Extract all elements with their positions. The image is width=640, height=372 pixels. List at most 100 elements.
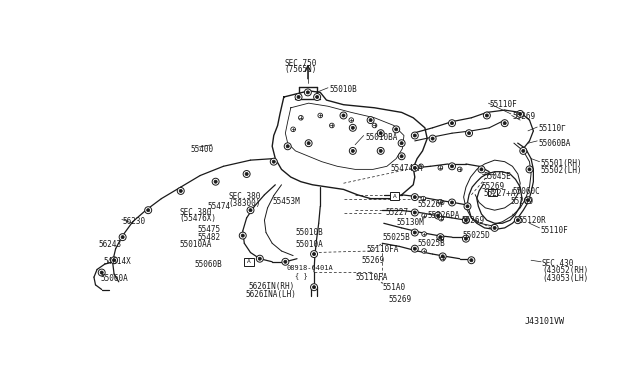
Text: 55010B: 55010B: [330, 85, 357, 94]
Text: 55110FA: 55110FA: [356, 273, 388, 282]
Circle shape: [429, 135, 436, 142]
Circle shape: [451, 122, 454, 125]
Circle shape: [412, 229, 419, 236]
Text: 55269: 55269: [362, 256, 385, 264]
Circle shape: [245, 173, 248, 176]
FancyBboxPatch shape: [390, 192, 399, 200]
Text: 55060A: 55060A: [100, 274, 128, 283]
Circle shape: [177, 187, 184, 195]
Circle shape: [413, 231, 417, 234]
Text: 55060C: 55060C: [513, 187, 540, 196]
Circle shape: [441, 255, 444, 258]
Text: 55025B: 55025B: [382, 233, 410, 242]
Circle shape: [516, 219, 520, 222]
Circle shape: [449, 163, 456, 170]
Text: A: A: [393, 194, 397, 199]
Text: 55227: 55227: [385, 208, 408, 217]
Circle shape: [349, 147, 356, 154]
Text: 551A0: 551A0: [382, 283, 405, 292]
Circle shape: [312, 286, 316, 289]
Circle shape: [113, 259, 116, 262]
Text: 55502(LH): 55502(LH): [540, 166, 582, 175]
Text: 55269: 55269: [513, 112, 536, 121]
Text: { }: { }: [296, 273, 308, 279]
Circle shape: [466, 205, 469, 208]
Circle shape: [413, 166, 417, 169]
FancyBboxPatch shape: [244, 258, 253, 266]
Text: 55453M: 55453M: [272, 197, 300, 206]
Circle shape: [147, 209, 150, 212]
Text: 56243: 56243: [99, 240, 122, 249]
Circle shape: [413, 247, 417, 250]
Circle shape: [111, 257, 118, 264]
Circle shape: [483, 112, 490, 119]
Circle shape: [351, 149, 355, 153]
Circle shape: [377, 130, 384, 137]
Text: 55010A: 55010A: [296, 240, 323, 249]
Text: 55120R: 55120R: [518, 216, 547, 225]
Circle shape: [449, 199, 456, 206]
Text: SEC.380: SEC.380: [179, 208, 212, 217]
Circle shape: [98, 269, 105, 276]
Text: (75650): (75650): [285, 65, 317, 74]
Circle shape: [282, 258, 289, 265]
Text: 55474+A: 55474+A: [390, 164, 422, 173]
Circle shape: [372, 123, 377, 128]
Text: 55025B: 55025B: [418, 239, 445, 248]
Circle shape: [419, 164, 423, 169]
Circle shape: [256, 255, 263, 262]
Circle shape: [369, 119, 372, 122]
Circle shape: [258, 257, 261, 260]
Circle shape: [393, 126, 400, 133]
FancyBboxPatch shape: [488, 189, 497, 196]
Circle shape: [307, 91, 309, 94]
Text: 55501(RH): 55501(RH): [540, 158, 582, 168]
Circle shape: [493, 226, 496, 230]
Circle shape: [522, 149, 525, 153]
Text: J43101VW: J43101VW: [525, 317, 565, 326]
Circle shape: [412, 132, 419, 139]
Text: SEC.430: SEC.430: [542, 259, 574, 268]
Circle shape: [449, 120, 456, 126]
Circle shape: [398, 153, 405, 160]
Circle shape: [214, 180, 217, 183]
Circle shape: [412, 209, 419, 216]
Text: (43052(RH): (43052(RH): [542, 266, 588, 275]
Circle shape: [478, 166, 485, 173]
Text: 55060B: 55060B: [195, 260, 223, 269]
Text: 55010B: 55010B: [296, 228, 323, 237]
Text: 55110Γ: 55110Γ: [538, 124, 566, 133]
Text: 55269: 55269: [481, 182, 504, 191]
Circle shape: [436, 214, 440, 217]
Circle shape: [463, 235, 469, 242]
Circle shape: [395, 128, 398, 131]
Circle shape: [480, 168, 483, 171]
Circle shape: [351, 126, 355, 129]
Circle shape: [377, 147, 384, 154]
Text: 55045E: 55045E: [483, 172, 511, 181]
Circle shape: [270, 158, 277, 165]
Circle shape: [526, 166, 533, 173]
Text: 55110FA: 55110FA: [367, 245, 399, 254]
Circle shape: [243, 170, 250, 177]
Circle shape: [438, 166, 443, 170]
Circle shape: [412, 164, 419, 171]
Text: 55025D: 55025D: [463, 231, 491, 240]
Circle shape: [367, 117, 374, 124]
Circle shape: [400, 142, 403, 145]
Text: B: B: [490, 190, 494, 195]
Circle shape: [438, 199, 443, 204]
Text: 08918-6401A: 08918-6401A: [287, 265, 333, 271]
Text: 55227+A: 55227+A: [483, 189, 515, 198]
Text: 55010AA: 55010AA: [179, 240, 212, 249]
Circle shape: [330, 123, 334, 128]
Text: SEC.380: SEC.380: [229, 192, 261, 202]
Circle shape: [524, 197, 531, 203]
Text: 55010BA: 55010BA: [365, 133, 397, 142]
Text: 55226PA: 55226PA: [428, 211, 460, 220]
Text: 55474: 55474: [208, 202, 231, 211]
Circle shape: [312, 253, 316, 256]
Circle shape: [241, 234, 244, 237]
Circle shape: [413, 211, 417, 214]
Circle shape: [515, 217, 522, 224]
